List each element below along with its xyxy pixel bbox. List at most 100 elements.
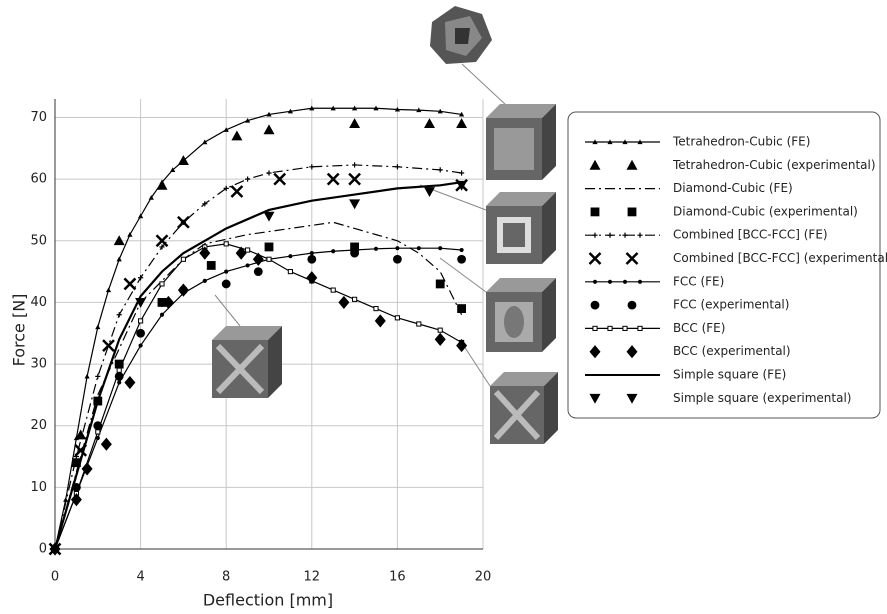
marker bbox=[590, 207, 600, 217]
marker bbox=[81, 462, 93, 476]
marker bbox=[245, 247, 251, 253]
marker bbox=[116, 312, 122, 318]
marker bbox=[459, 111, 465, 117]
marker bbox=[114, 371, 124, 381]
series bbox=[53, 181, 462, 550]
marker bbox=[116, 367, 122, 373]
marker bbox=[437, 327, 443, 333]
x-tick-label: 20 bbox=[475, 570, 492, 585]
marker bbox=[438, 246, 443, 251]
series bbox=[52, 162, 465, 552]
marker bbox=[309, 164, 315, 170]
y-tick-label: 40 bbox=[30, 295, 47, 310]
marker bbox=[116, 256, 122, 262]
y-tick-label: 50 bbox=[30, 233, 47, 248]
legend-label: BCC (FE) bbox=[673, 321, 725, 335]
marker bbox=[127, 232, 133, 237]
marker bbox=[625, 252, 639, 265]
legend-label: Tetrahedron-Cubic (experimental) bbox=[672, 158, 876, 172]
marker bbox=[70, 493, 82, 507]
marker bbox=[352, 162, 358, 168]
marker bbox=[331, 249, 336, 254]
marker bbox=[626, 393, 638, 404]
marker bbox=[459, 247, 464, 253]
marker bbox=[63, 497, 69, 502]
marker bbox=[170, 167, 176, 172]
marker bbox=[637, 232, 643, 238]
marker bbox=[437, 108, 443, 114]
legend-label: BCC (experimental) bbox=[673, 344, 791, 358]
series bbox=[135, 180, 468, 308]
marker bbox=[93, 421, 103, 431]
marker bbox=[84, 373, 90, 379]
marker bbox=[266, 111, 272, 117]
marker bbox=[148, 195, 154, 200]
marker bbox=[100, 437, 112, 451]
marker bbox=[330, 287, 336, 293]
marker bbox=[394, 164, 400, 170]
series bbox=[48, 172, 468, 556]
x-tick-label: 0 bbox=[51, 570, 59, 585]
marker bbox=[592, 232, 598, 238]
marker bbox=[637, 325, 643, 331]
marker bbox=[230, 185, 244, 198]
marker bbox=[589, 159, 601, 170]
legend-label: Diamond-Cubic (experimental) bbox=[673, 204, 858, 218]
marker bbox=[627, 300, 637, 310]
marker bbox=[626, 159, 638, 170]
marker bbox=[637, 279, 643, 284]
lattice-illustrations bbox=[212, 6, 558, 444]
marker bbox=[588, 252, 602, 265]
cube-fcc bbox=[459, 339, 558, 444]
marker bbox=[424, 187, 435, 197]
legend-label: FCC (experimental) bbox=[673, 298, 789, 312]
marker bbox=[95, 435, 100, 441]
marker bbox=[394, 106, 400, 112]
marker bbox=[457, 304, 466, 313]
marker bbox=[456, 118, 468, 129]
marker bbox=[223, 185, 229, 191]
marker bbox=[627, 207, 637, 217]
marker bbox=[350, 248, 359, 258]
y-tick-label: 60 bbox=[30, 172, 47, 187]
marker bbox=[102, 339, 115, 352]
marker bbox=[622, 232, 628, 238]
y-axis-title: Force [N] bbox=[10, 294, 29, 367]
marker bbox=[393, 254, 402, 264]
marker bbox=[373, 306, 379, 312]
marker bbox=[309, 105, 315, 111]
legend-label: Tetrahedron-Cubic (FE) bbox=[672, 135, 810, 149]
marker bbox=[245, 176, 251, 182]
marker bbox=[117, 380, 122, 385]
marker bbox=[637, 139, 643, 145]
marker bbox=[287, 269, 293, 275]
series-line bbox=[54, 247, 462, 550]
x-tick-label: 16 bbox=[389, 570, 406, 585]
marker bbox=[95, 373, 101, 379]
marker bbox=[124, 375, 136, 390]
marker bbox=[155, 234, 169, 248]
marker bbox=[338, 295, 350, 310]
marker bbox=[457, 254, 466, 264]
marker bbox=[95, 324, 101, 330]
legend-label: Combined [BCC-FCC] (experimental) bbox=[673, 251, 887, 265]
marker bbox=[374, 314, 386, 328]
legend-label: Simple square (experimental) bbox=[673, 391, 851, 405]
marker bbox=[416, 246, 421, 251]
marker bbox=[607, 139, 613, 145]
series bbox=[75, 118, 468, 440]
marker bbox=[266, 170, 272, 176]
marker bbox=[287, 108, 293, 114]
cube-simple-square bbox=[419, 184, 556, 264]
marker bbox=[264, 242, 274, 252]
marker bbox=[288, 254, 293, 259]
marker bbox=[263, 211, 275, 222]
marker bbox=[434, 332, 446, 347]
marker bbox=[456, 338, 468, 353]
marker bbox=[330, 105, 336, 111]
marker bbox=[156, 179, 168, 190]
marker bbox=[180, 256, 186, 262]
marker bbox=[253, 267, 263, 277]
marker bbox=[75, 429, 87, 440]
